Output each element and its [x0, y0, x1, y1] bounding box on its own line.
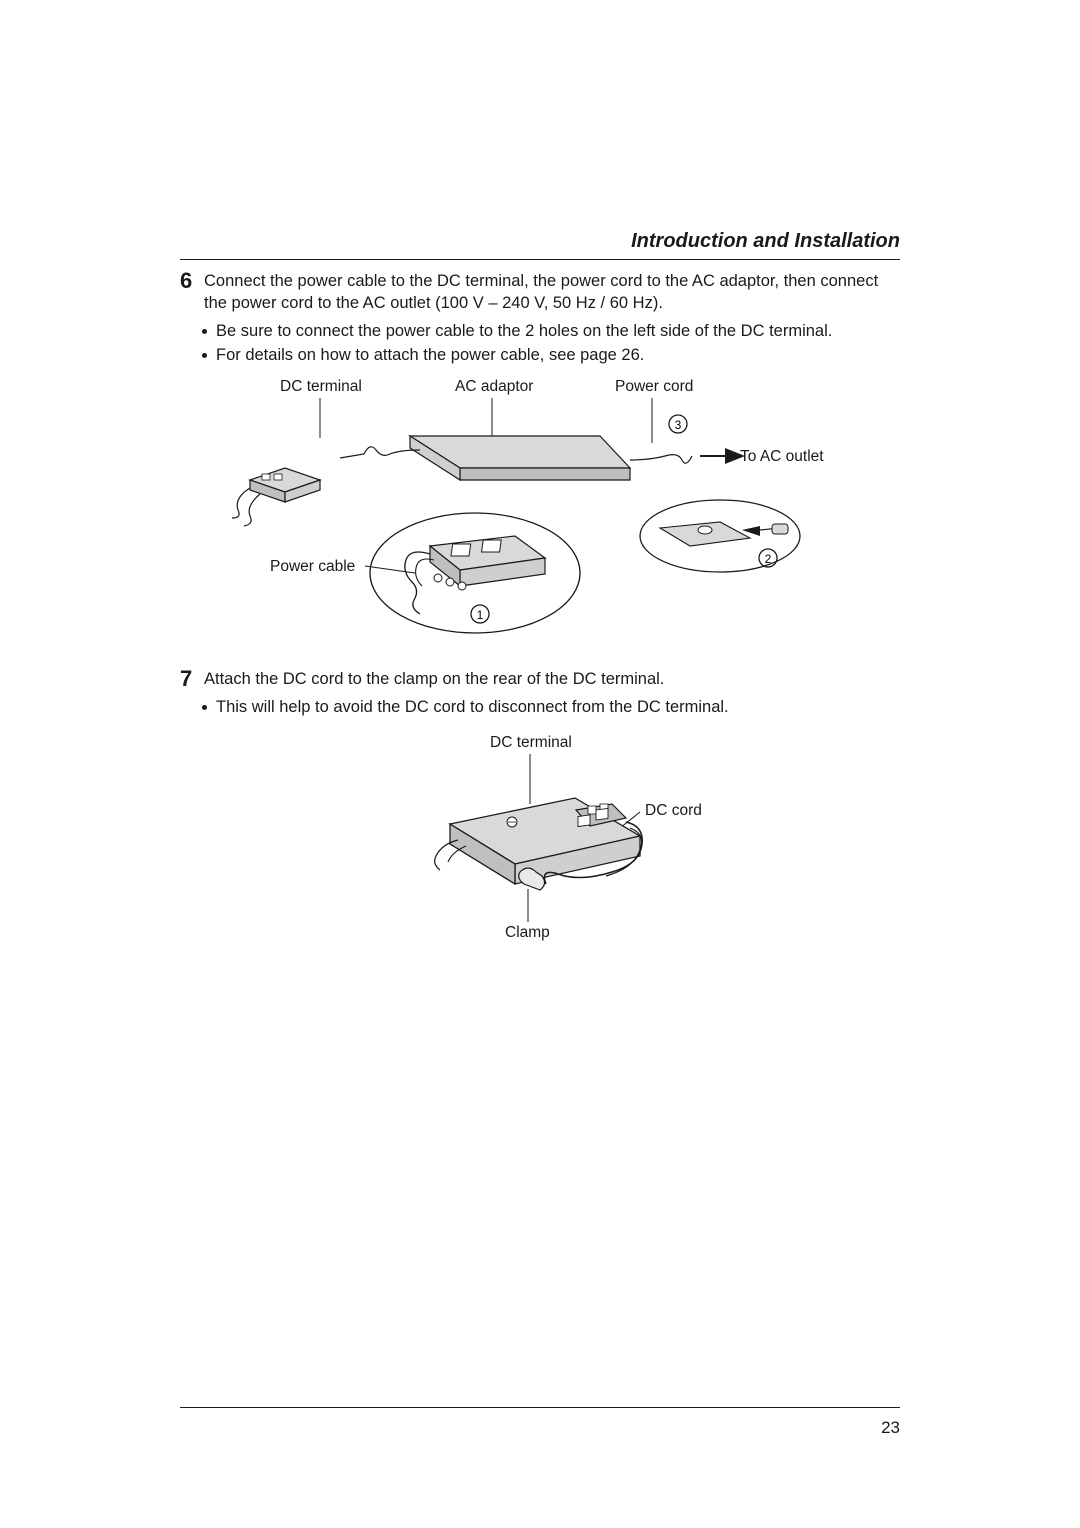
label-ac-adaptor: AC adaptor: [455, 378, 533, 396]
label-power-cable: Power cable: [270, 558, 355, 576]
callout-2: 2: [765, 552, 772, 566]
label-power-cord: Power cord: [615, 378, 693, 396]
label-to-ac-outlet: To AC outlet: [740, 448, 824, 466]
label-dc-terminal-2: DC terminal: [490, 734, 572, 752]
callout-3: 3: [675, 418, 682, 432]
page-number: 23: [881, 1418, 900, 1438]
step-6-bullet-1: Be sure to connect the power cable to th…: [202, 320, 900, 342]
label-clamp: Clamp: [505, 924, 550, 942]
diagram-2-svg: [340, 734, 740, 954]
label-dc-cord: DC cord: [645, 802, 702, 820]
step-7-number: 7: [180, 668, 196, 690]
step-6-text: Connect the power cable to the DC termin…: [204, 270, 900, 314]
step-7-bullets: This will help to avoid the DC cord to d…: [202, 696, 900, 718]
step-6-bullet-2: For details on how to attach the power c…: [202, 344, 900, 366]
step-6-bullets: Be sure to connect the power cable to th…: [202, 320, 900, 366]
step-6-number: 6: [180, 270, 196, 314]
step-7-text: Attach the DC cord to the clamp on the r…: [204, 668, 900, 690]
diagram-clamp: DC terminal DC cord Clamp: [340, 734, 740, 954]
step-6: 6 Connect the power cable to the DC term…: [180, 270, 900, 314]
diagram-1-svg: 3: [220, 378, 860, 638]
step-7: 7 Attach the DC cord to the clamp on the…: [180, 668, 900, 690]
step-7-bullet-1: This will help to avoid the DC cord to d…: [202, 696, 900, 718]
diagram-power-connections: DC terminal AC adaptor Power cord To AC …: [220, 378, 860, 638]
footer-rule: [180, 1407, 900, 1408]
section-title: Introduction and Installation: [180, 230, 900, 260]
label-dc-terminal: DC terminal: [280, 378, 362, 396]
callout-1: 1: [477, 608, 484, 622]
